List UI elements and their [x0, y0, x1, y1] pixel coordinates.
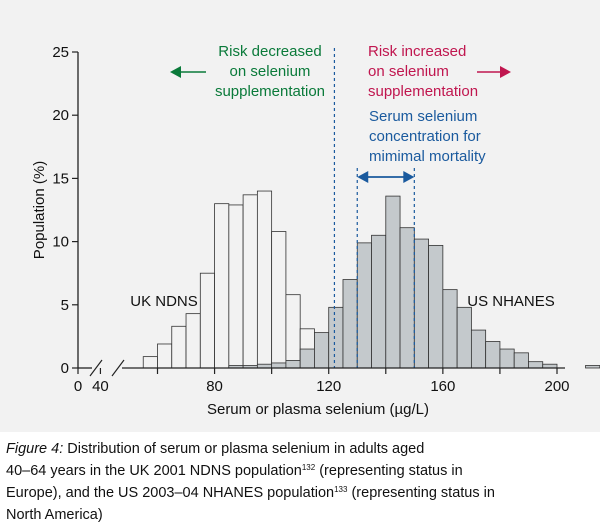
annotation-increased-line-1: Risk increased [368, 43, 466, 60]
bar-us-130 [356, 242, 372, 369]
caption-line-2: 40–64 years in the UK 2001 NDNS populati… [6, 460, 596, 482]
caption-text-4: North America) [6, 507, 103, 523]
annotation-increased-line-3: supplementation [368, 83, 478, 100]
y-tick-label-15: 15 [52, 170, 69, 187]
bar-uk-70 [185, 313, 201, 369]
bar-us-125 [342, 279, 358, 369]
histogram-svg: 0 5 10 15 20 25 Population (%) 0 40 80 120 160 200 Se… [31, 43, 600, 418]
annotation-mortality-line-3: mimimal mortality [369, 148, 486, 165]
bar-uk-80 [214, 203, 230, 369]
axis-break-slash-1 [89, 359, 103, 377]
bar-uk-100 [271, 231, 287, 369]
annotation-increased-line-2: on selenium [368, 63, 449, 80]
caption-text-2a: 40–64 years in the UK 2001 NDNS populati… [6, 463, 302, 479]
bar-uk-60 [157, 343, 173, 369]
y-tick-label-5: 5 [61, 297, 69, 314]
x-axis-label: Serum or plasma selenium (µg/L) [207, 401, 429, 418]
decreased-arrow-head [170, 66, 181, 78]
x-tick-label-200: 200 [544, 378, 569, 395]
label-us-nhanes: US NHANES [467, 293, 555, 310]
bar-uk-90 [242, 194, 258, 369]
bar-us-100 [271, 362, 287, 369]
y-tick-label-25: 25 [52, 44, 69, 61]
caption-figure-label: Figure 4: [6, 441, 64, 457]
bar-us-110 [299, 348, 315, 369]
x-tick-label-0: 0 [74, 378, 82, 395]
increased-arrow-head [500, 66, 511, 78]
x-tick-label-120: 120 [316, 378, 341, 395]
annotation-mortality-line-1: Serum selenium [369, 108, 477, 125]
mortality-arrow-head-right [403, 171, 415, 183]
bar-us-115 [314, 332, 330, 369]
caption-text-2b: (representing status in [315, 463, 463, 479]
bar-uk-55 [142, 356, 158, 369]
bar-us-145 [399, 227, 415, 369]
bar-us-170 [470, 329, 487, 369]
bar-us-140 [385, 195, 401, 369]
x-tick-label-160: 160 [430, 378, 455, 395]
annotation-decreased-line-3: supplementation [215, 83, 325, 100]
y-axis-label: Population (%) [31, 161, 48, 259]
bar-us-155 [428, 244, 444, 369]
caption-text-3b: (representing status in [347, 485, 495, 501]
caption-ref-132: 132 [301, 463, 316, 472]
y-tick-label-10: 10 [52, 234, 69, 251]
bar-us-175 [485, 341, 501, 369]
bar-uk-105 [285, 294, 301, 369]
axis-break-slash-2 [111, 359, 125, 377]
bar-us-105 [285, 360, 301, 369]
bar-us-120 [328, 306, 344, 369]
label-uk-ndns: UK NDNS [130, 293, 198, 310]
annotation-decreased-line-2: on selenium [230, 63, 311, 80]
annotation-mortality-line-2: concentration for [369, 128, 481, 145]
caption-line-1: Figure 4: Distribution of serum or plasm… [6, 438, 596, 460]
bar-us-165 [456, 306, 472, 369]
bar-us-160 [442, 289, 458, 369]
bar-uk-75 [199, 272, 215, 369]
caption-line-4: North America) [6, 504, 596, 526]
annotation-decreased-line-1: Risk decreased [218, 43, 321, 60]
caption-ref-133: 133 [334, 485, 348, 494]
bar-uk-65 [171, 325, 187, 369]
y-tick-label-0: 0 [61, 360, 69, 377]
caption-text-1: Distribution of serum or plasma selenium… [63, 441, 425, 457]
x-tick-label-80: 80 [206, 378, 223, 395]
bar-us-180 [499, 348, 515, 369]
bar-uk-85 [228, 204, 244, 369]
mortality-arrow-head-left [357, 171, 369, 183]
bar-us-185 [513, 352, 529, 369]
figure-caption: Figure 4: Distribution of serum or plasm… [6, 438, 596, 526]
bar-us-150 [413, 238, 429, 369]
bar-us-210 [585, 365, 600, 369]
histogram-chart: 0 5 10 15 20 25 Population (%) 0 40 80 120 160 200 Se… [0, 0, 600, 432]
bar-us-135 [371, 234, 387, 369]
caption-line-3: Europe), and the US 2003–04 NHANES popul… [6, 482, 596, 504]
y-tick-label-20: 20 [52, 107, 69, 124]
x-tick-label-40: 40 [92, 378, 109, 395]
caption-text-3a: Europe), and the US 2003–04 NHANES popul… [6, 485, 335, 501]
bar-uk-95 [256, 190, 273, 369]
bar-us-190 [528, 361, 544, 369]
